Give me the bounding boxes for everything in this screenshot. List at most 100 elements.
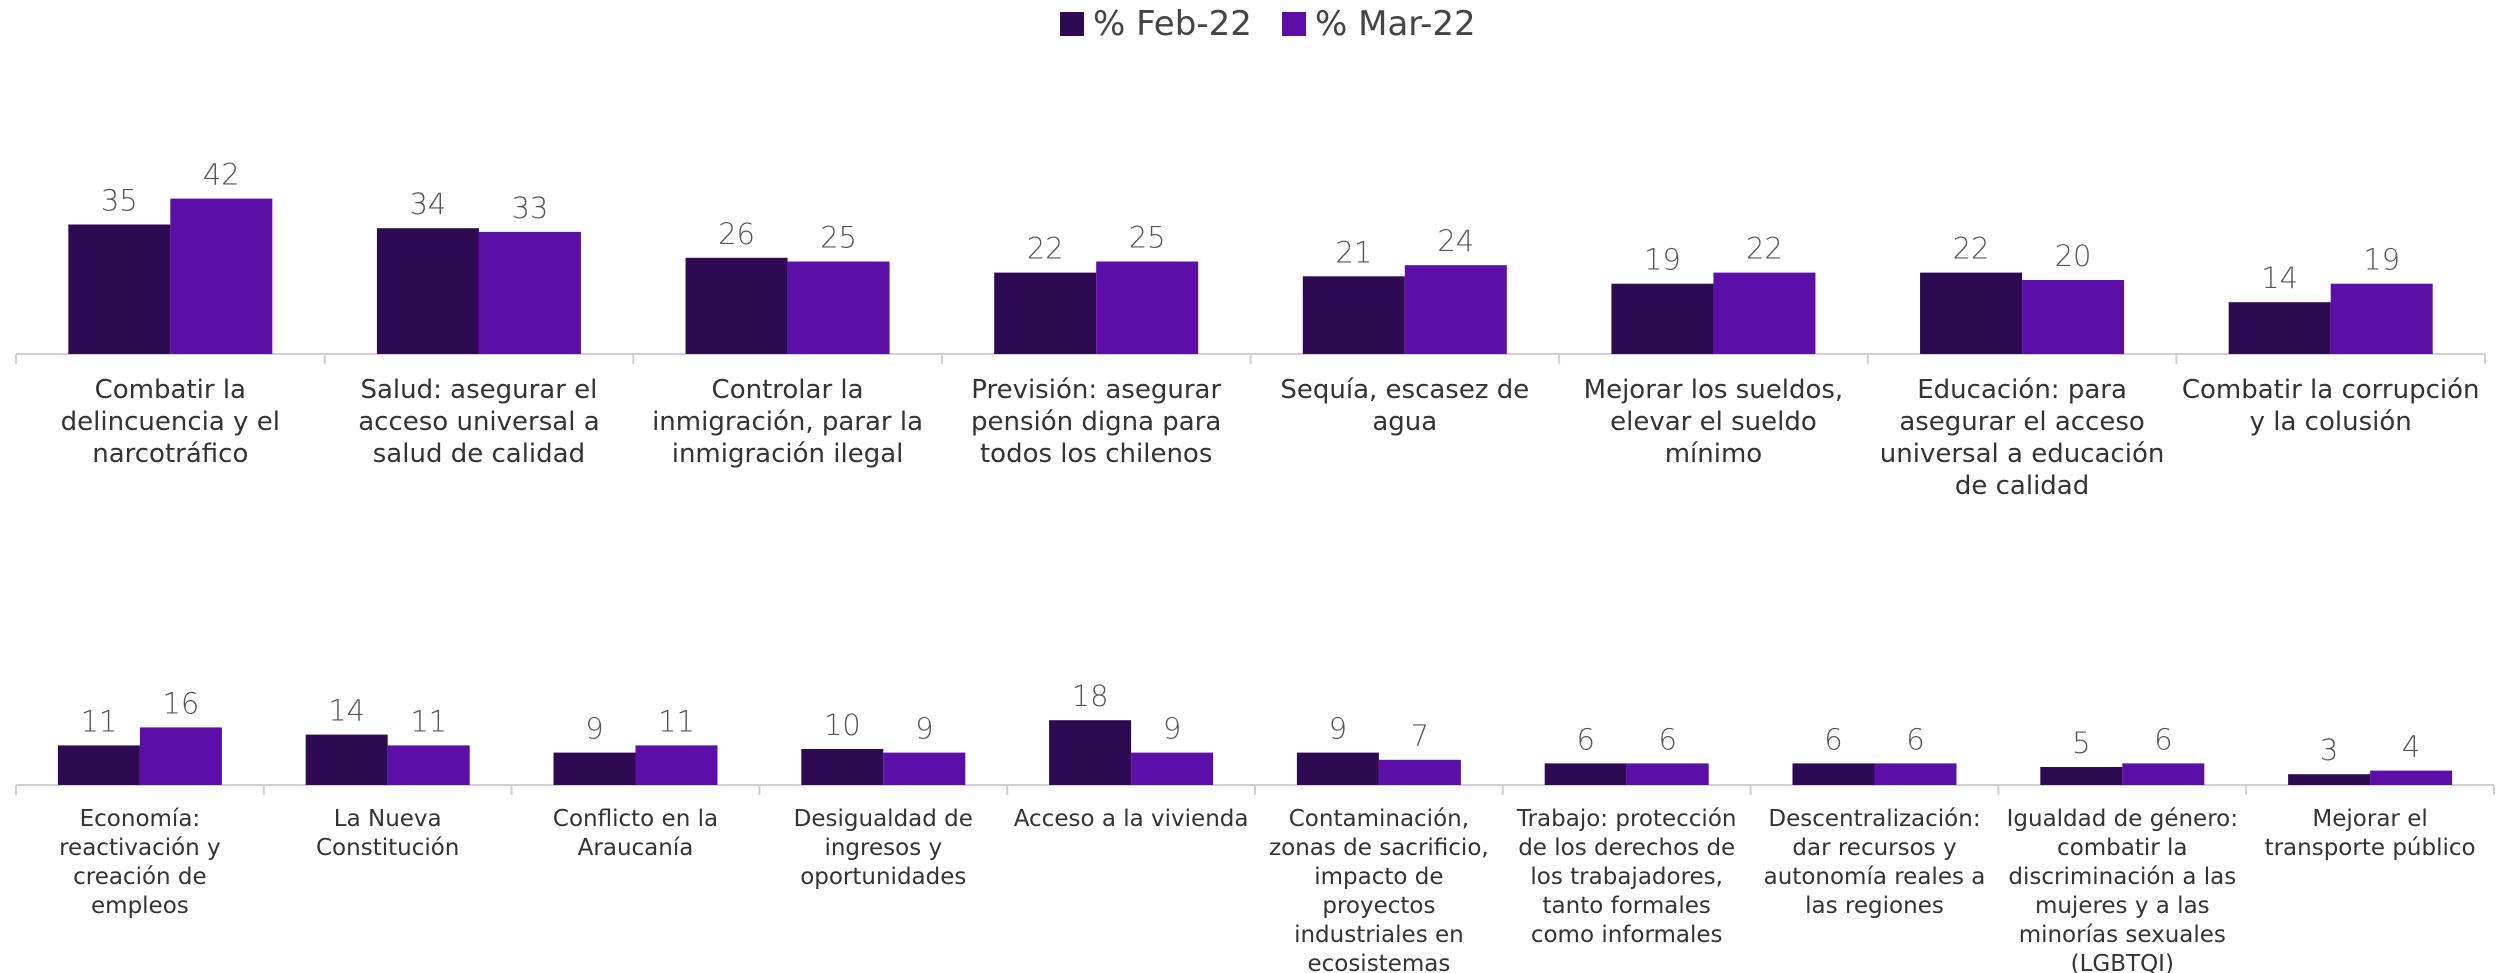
data-label-mar: 22 [1746, 232, 1783, 266]
data-label-mar: 19 [2363, 243, 2400, 277]
legend-swatch-feb [1060, 12, 1084, 36]
category-label: (LGBTQI) [2071, 951, 2174, 973]
category-label: empleos [91, 893, 189, 919]
bar-mar [478, 231, 581, 354]
data-label-mar: 24 [1437, 224, 1474, 258]
category-label: agua [1372, 407, 1437, 437]
bar-mar [787, 261, 890, 354]
bar-feb [685, 257, 788, 354]
bar-feb [1920, 272, 2023, 354]
bar-mar [2022, 280, 2125, 354]
bar-feb [2228, 302, 2331, 354]
category-label: inmigración ilegal [672, 439, 904, 469]
category-label: dar recursos y [1792, 835, 1956, 861]
category-label: inmigración, parar la [652, 407, 923, 437]
category-label: Sequía, escasez de [1280, 375, 1529, 405]
bar-feb [1611, 283, 1714, 354]
bar-feb [2288, 774, 2371, 785]
bar-feb [1544, 763, 1627, 785]
category-label: autonomía reales a [1764, 864, 1986, 890]
category-label: combatir la [2057, 835, 2187, 861]
bar-feb [376, 228, 479, 354]
category-label: Trabajo: protección [1516, 806, 1737, 832]
legend-label-mar: % Mar-22 [1315, 4, 1476, 44]
data-label-feb: 21 [1335, 235, 1372, 269]
data-label-mar: 6 [1906, 722, 1924, 756]
category-label: Salud: asegurar el [360, 375, 597, 405]
bar-mar [2330, 283, 2433, 354]
data-label-feb: 26 [718, 217, 755, 251]
data-label-mar: 11 [410, 704, 447, 738]
legend-label-feb: % Feb-22 [1093, 4, 1252, 44]
bar-feb [801, 749, 884, 785]
chart-panel-bottom: 11 16 Economía: reactivación y creación de em… [15, 679, 2495, 973]
category-label: los trabajadores, [1530, 864, 1723, 890]
category-label: Controlar la [712, 375, 864, 405]
data-label-mar: 33 [511, 191, 548, 225]
category-label: zonas de sacrificio, [1269, 835, 1489, 861]
category-label: Mejorar los sueldos, [1584, 375, 1844, 405]
bar-feb [553, 752, 636, 785]
data-label-mar: 9 [915, 712, 933, 746]
bar-mar [2370, 770, 2453, 785]
category-label: de calidad [1955, 471, 2089, 501]
category-label: impacto de [1314, 864, 1443, 890]
bar-mar [1404, 265, 1507, 354]
data-label-mar: 6 [1658, 722, 1676, 756]
category-label: discriminación a las [2008, 864, 2236, 890]
category-label: mínimo [1665, 439, 1763, 469]
data-label-feb: 14 [2261, 261, 2298, 295]
category-label: como informales [1531, 922, 1723, 948]
data-label-feb: 9 [1329, 712, 1347, 746]
bar-feb [305, 734, 388, 785]
bar-feb [2040, 767, 2123, 785]
data-label-feb: 22 [1953, 232, 1990, 266]
category-label: ecosistemas [1307, 951, 1450, 973]
data-label-feb: 6 [1824, 722, 1842, 756]
data-label-feb: 19 [1644, 243, 1681, 277]
category-label: La Nueva [334, 806, 442, 832]
bar-mar [139, 727, 222, 785]
category-label: de los derechos de [1518, 835, 1735, 861]
bar-mar [1096, 261, 1199, 354]
data-label-feb: 14 [328, 694, 365, 728]
data-label-feb: 5 [2072, 726, 2090, 760]
category-label: acceso universal a [358, 407, 599, 437]
data-label-mar: 25 [820, 221, 857, 255]
category-label: salud de calidad [373, 439, 585, 469]
category-label: Conflicto en la [553, 806, 718, 832]
data-label-feb: 11 [80, 704, 117, 738]
category-label: minorías sexuales [2019, 922, 2226, 948]
category-label: Previsión: asegurar [971, 375, 1221, 405]
category-label: Araucanía [578, 835, 694, 861]
category-label: universal a educación [1880, 439, 2165, 469]
data-label-mar: 6 [2154, 722, 2172, 756]
data-label-mar: 4 [2402, 730, 2420, 764]
category-label: Acceso a la vivienda [1014, 806, 1249, 832]
bar-mar [1874, 763, 1957, 785]
data-label-feb: 9 [585, 712, 603, 746]
category-label: Combatir la [95, 375, 246, 405]
data-label-mar: 16 [162, 686, 199, 720]
bar-mar [1131, 752, 1214, 785]
category-label: todos los chilenos [980, 439, 1212, 469]
category-label: y la colusión [2250, 407, 2412, 437]
category-label: creación de [73, 864, 207, 890]
legend-swatch-mar [1282, 12, 1306, 36]
category-label: Educación: para [1917, 375, 2127, 405]
category-label: Descentralización: [1768, 806, 1980, 832]
data-label-feb: 18 [1072, 679, 1109, 713]
bar-feb [994, 272, 1097, 354]
category-label: industriales en [1294, 922, 1464, 948]
category-label: las regiones [1805, 893, 1944, 919]
category-label: ingresos y [824, 835, 942, 861]
data-label-mar: 11 [658, 704, 695, 738]
category-label: Igualdad de género: [2007, 806, 2238, 832]
category-label: pensión digna para [971, 407, 1221, 437]
category-label: Desigualdad de [794, 806, 973, 832]
bar-feb [1302, 276, 1405, 354]
bar-mar [635, 745, 718, 785]
category-label: tanto formales [1543, 893, 1711, 919]
